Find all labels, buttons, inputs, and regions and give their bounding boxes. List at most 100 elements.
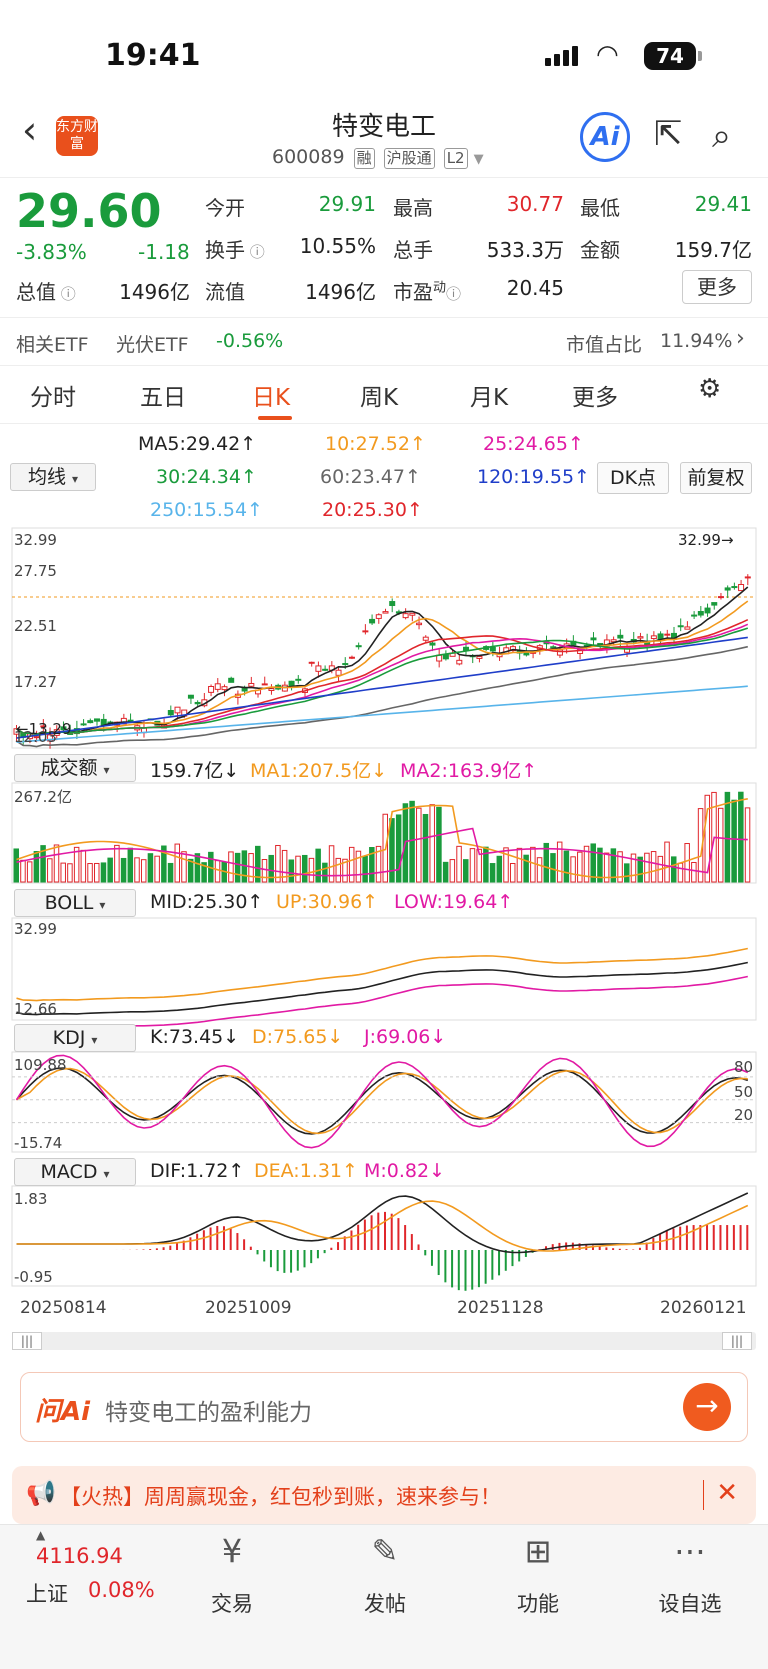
ma-20: 20:25.30↑ [322, 499, 423, 521]
volume-ma1: MA1:207.5亿↓ [250, 760, 388, 782]
volume-bar [73, 846, 80, 883]
share-icon[interactable]: ⇱ [654, 114, 683, 154]
volume-bar [429, 804, 435, 883]
candle-body [261, 683, 268, 686]
grid-icon[interactable]: ⊞ [524, 1532, 552, 1570]
promo-text: 【火热】周周赢现金，红包秒到账，速来参与！ [60, 1485, 501, 1509]
volume-bar [644, 852, 650, 883]
macd-top: 1.83 [14, 1190, 48, 1208]
candle-body [335, 669, 342, 676]
tab-daily-k[interactable]: 日K [252, 385, 291, 411]
more-button[interactable]: 更多 [682, 270, 752, 304]
volume-bar [40, 845, 46, 883]
volume-bar [100, 862, 107, 883]
etf-row[interactable]: 相关ETF 光伏ETF -0.56% 市值占比 11.94% › [0, 318, 768, 366]
candle-body [422, 636, 429, 641]
tab-monthly-k[interactable]: 月K [470, 385, 509, 411]
candle-body [355, 645, 362, 648]
volume-bar [167, 862, 174, 883]
k-tick: 12.03 [14, 728, 57, 746]
k-tick: 17.27 [14, 673, 57, 691]
volume-bar [409, 800, 415, 883]
nav-function[interactable]: 功能 [517, 1592, 559, 1616]
post-icon[interactable]: ✎ [371, 1532, 399, 1570]
header [0, 100, 768, 178]
ma120-line [16, 636, 748, 739]
adjust-button[interactable]: 前复权 [680, 462, 752, 494]
scroll-handle-left[interactable]: ||| [12, 1332, 42, 1350]
volume-bar [281, 849, 288, 883]
field-label-float: 流值 [205, 280, 245, 304]
ma-60: 60:23.47↑ [320, 466, 421, 488]
nav-post[interactable]: 发帖 [364, 1592, 406, 1616]
chart-scrollbar[interactable] [12, 1332, 756, 1350]
date-label: 20251128 [457, 1298, 544, 1318]
trade-icon[interactable]: ¥ [221, 1532, 243, 1570]
nav-trade[interactable]: 交易 [211, 1592, 253, 1616]
tab-five-day[interactable]: 五日 [140, 385, 186, 411]
volume-selector[interactable]: 成交额 [14, 754, 136, 782]
chevron-right-icon: › [736, 326, 745, 351]
volume-bar [463, 859, 469, 883]
ask-ai-bar[interactable]: 问Ai 特变电工的盈利能力 → [20, 1372, 748, 1442]
gear-icon[interactable]: ⚙ [698, 374, 722, 404]
ma10-line [16, 600, 749, 736]
kdj-k: K:73.45↓ [150, 1026, 240, 1048]
candle-body [174, 706, 181, 714]
volume-bar [13, 848, 19, 883]
volume-bar [597, 847, 603, 883]
search-icon[interactable]: ⌕ [712, 116, 732, 156]
candle-body [228, 677, 235, 683]
volume-bar [577, 851, 583, 883]
ma-selector[interactable]: 均线 [10, 463, 96, 491]
change-percent: -3.83% [16, 240, 87, 264]
boll-selector[interactable]: BOLL [14, 889, 136, 917]
status-time: 19:41 [105, 38, 201, 73]
back-icon[interactable]: ‹ [22, 108, 38, 152]
index-pct[interactable]: 0.08% [88, 1578, 155, 1602]
boll-up-line [16, 947, 748, 1002]
macd-selector[interactable]: MACD [14, 1158, 136, 1186]
field-value-pe: 20.45 [506, 276, 564, 300]
ma-5: MA5:29.42↑ [138, 433, 257, 455]
volume-bar [33, 851, 40, 883]
index-value[interactable]: 4116.94 [36, 1544, 123, 1568]
kdj-selector[interactable]: KDJ [14, 1024, 136, 1052]
candle-body [456, 659, 463, 665]
k-high-label: 32.99→ [678, 531, 734, 549]
candle-body [664, 633, 671, 636]
volume-bar [650, 851, 657, 883]
scroll-handle-right[interactable]: ||| [722, 1332, 752, 1350]
close-icon[interactable]: ✕ [716, 1478, 738, 1508]
more-dots-icon[interactable]: ⋯ [674, 1532, 706, 1570]
volume-bar [489, 863, 496, 883]
etf-name: 光伏ETF [116, 334, 189, 356]
volume-bar [449, 859, 456, 883]
tab-weekly-k[interactable]: 周K [360, 385, 399, 411]
ai-button[interactable]: Ai [580, 112, 630, 162]
volume-bar [630, 853, 637, 883]
index-name[interactable]: 上证 [26, 1582, 68, 1606]
candle-body [308, 661, 315, 664]
tab-intraday[interactable]: 分时 [30, 385, 76, 411]
ma-120: 120:19.55↑ [477, 466, 590, 488]
date-label: 20250814 [20, 1298, 107, 1318]
dk-point-button[interactable]: DK点 [597, 462, 669, 494]
kdj-k-line [15, 1067, 749, 1135]
arrow-right-icon[interactable]: → [683, 1383, 731, 1431]
volume-bar [395, 814, 402, 883]
volume-bar [161, 845, 167, 883]
volume-bar [369, 847, 375, 883]
promo-banner[interactable]: 📢 【火热】周周赢现金，红包秒到账，速来参与！ ✕ [12, 1466, 756, 1524]
stock-code-row[interactable]: 600089 融 沪股通 L2 ▼ [272, 146, 484, 169]
boll-bottom: 12.66 [14, 1000, 57, 1018]
ma-30: 30:24.34↑ [156, 466, 257, 488]
volume-bar [610, 848, 617, 883]
tag-connect: 沪股通 [383, 148, 435, 169]
nav-watchlist[interactable]: 设自选 [658, 1592, 722, 1616]
tab-more[interactable]: 更多 [572, 385, 618, 411]
volume-bar [67, 863, 73, 883]
volume-bar [375, 845, 382, 883]
candle-body [375, 614, 382, 619]
